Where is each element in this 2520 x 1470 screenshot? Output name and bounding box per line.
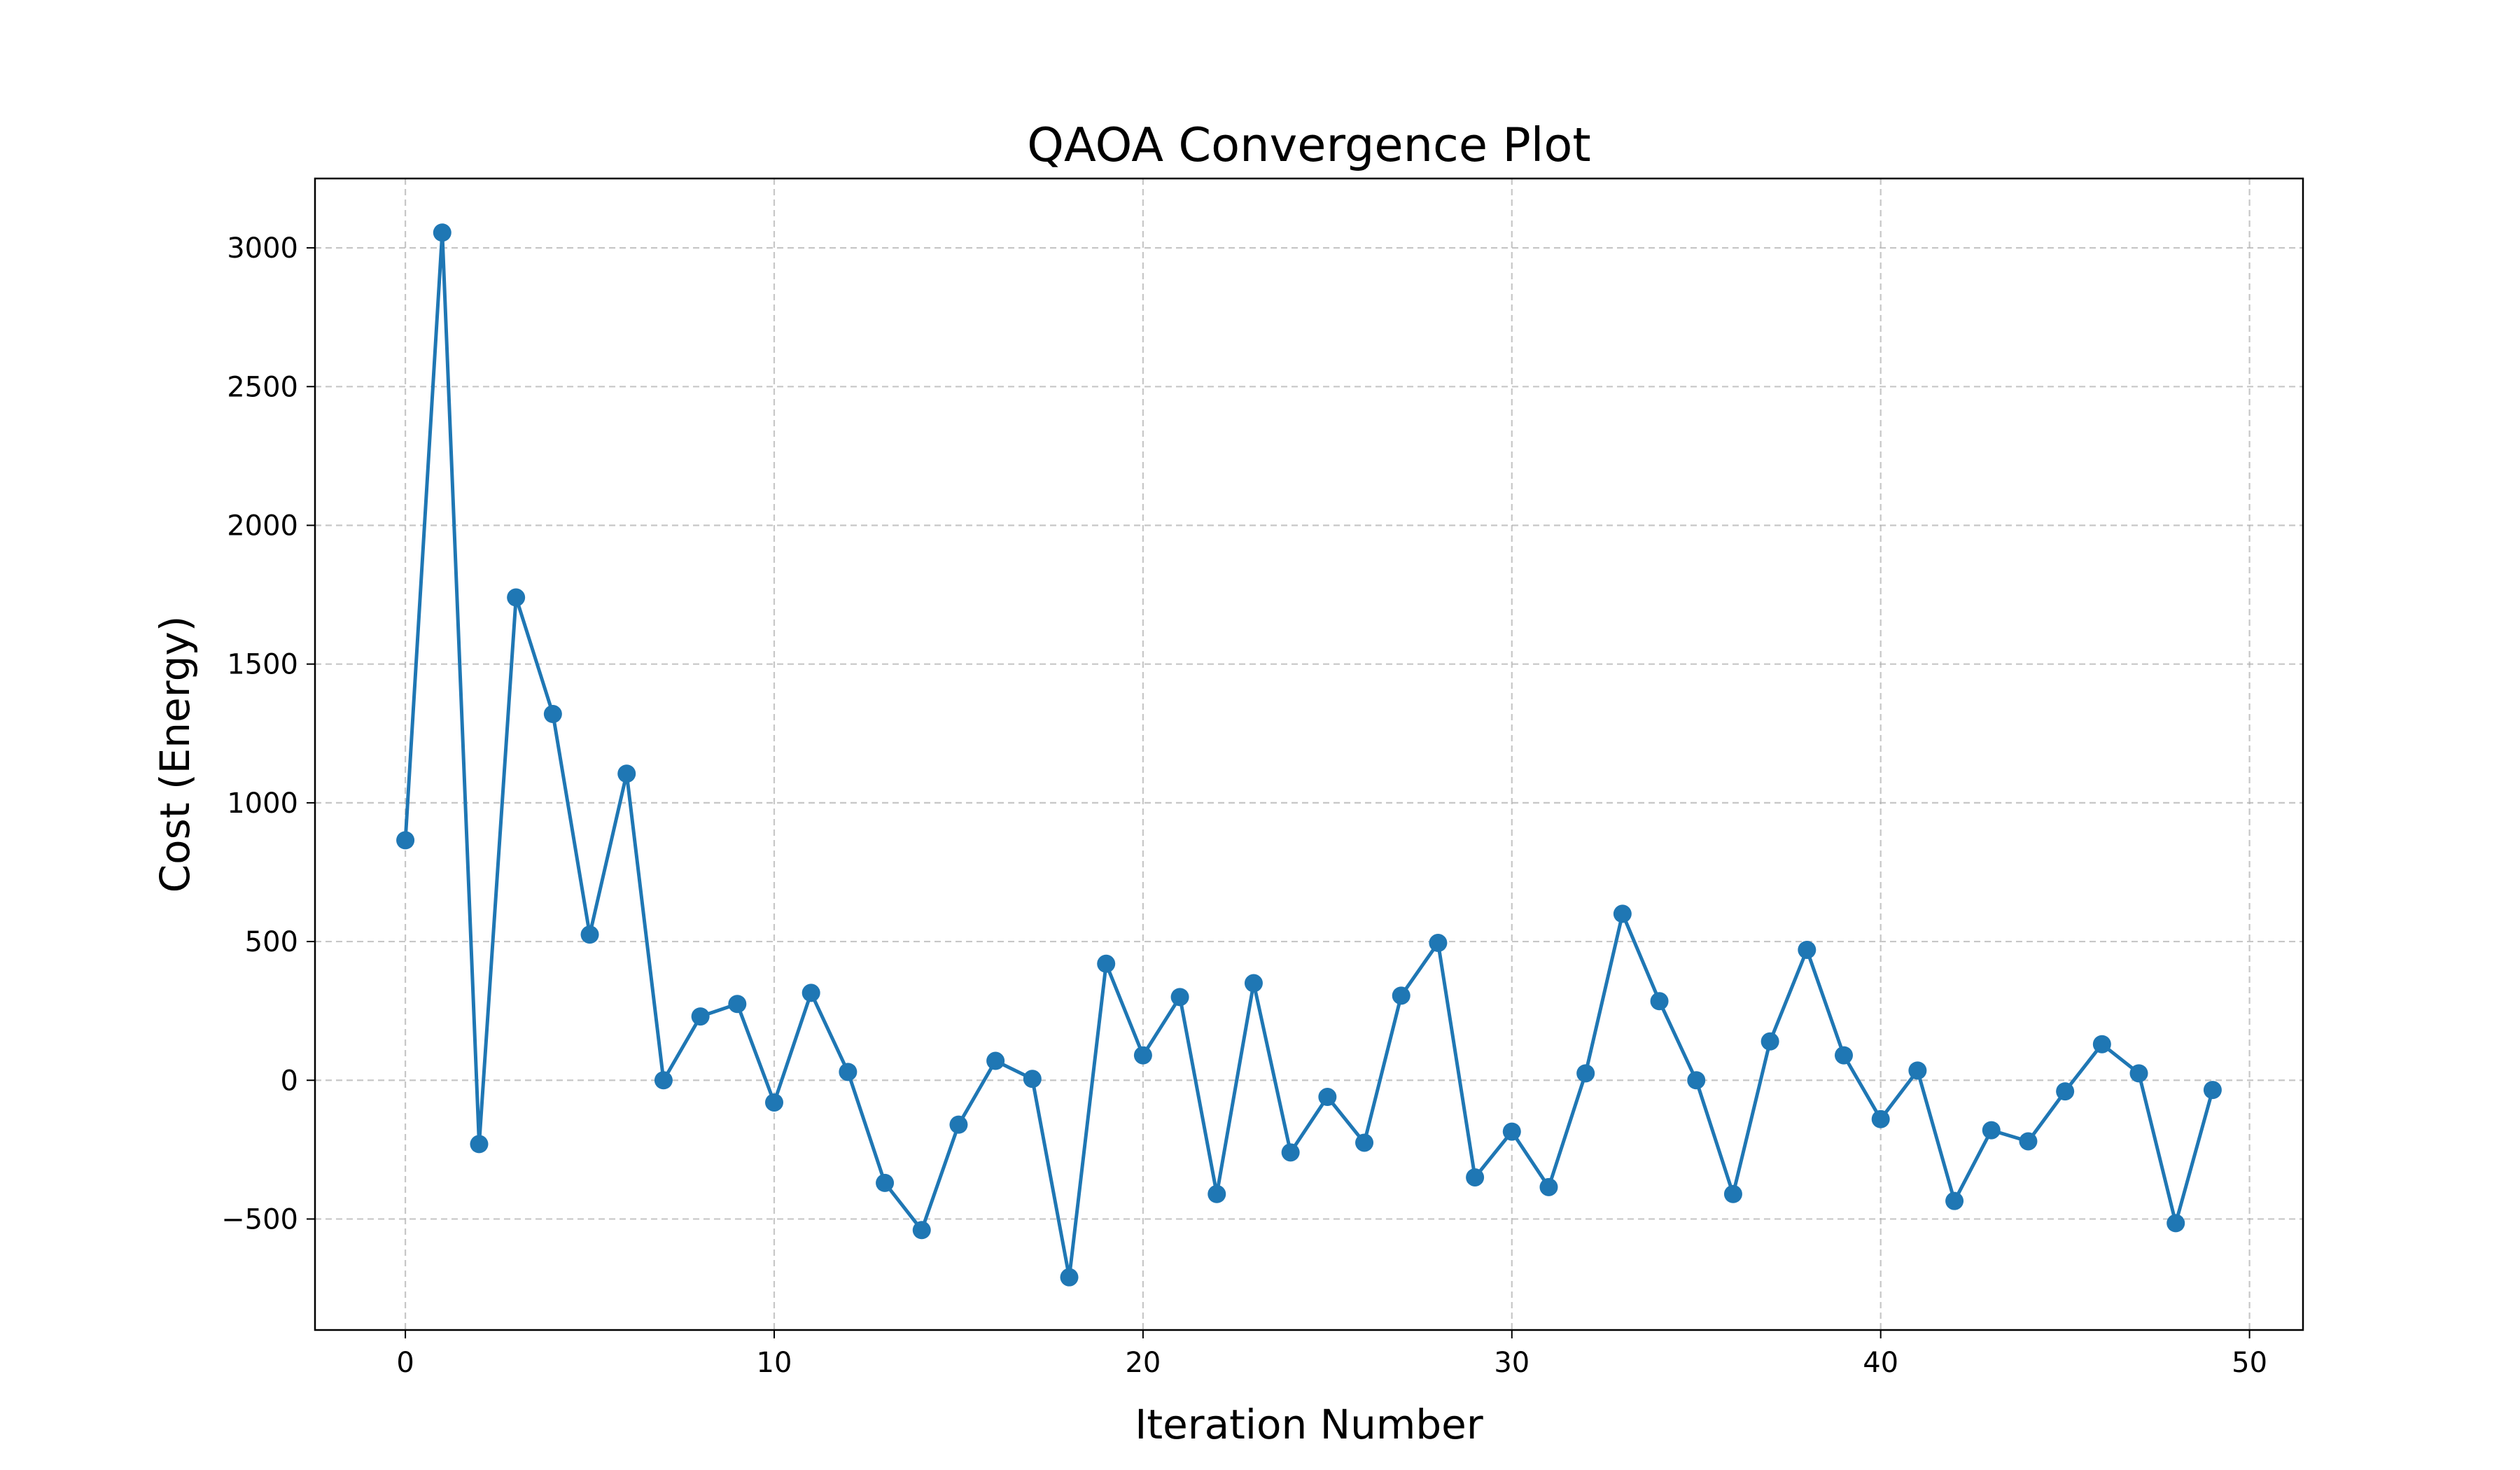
data-point xyxy=(728,995,747,1014)
data-point xyxy=(1429,934,1448,953)
y-tick-label: 0 xyxy=(281,1065,298,1097)
data-point xyxy=(507,588,526,607)
data-point xyxy=(986,1051,1005,1070)
y-tick-label: 1500 xyxy=(227,649,298,681)
y-tick-label: 3000 xyxy=(227,232,298,265)
x-tick-label: 30 xyxy=(1494,1347,1530,1379)
data-series xyxy=(396,223,2222,1287)
data-point xyxy=(876,1173,895,1192)
data-point xyxy=(1502,1122,1521,1141)
data-point xyxy=(1908,1061,1927,1080)
x-tick-label: 50 xyxy=(2232,1347,2267,1379)
data-point xyxy=(1539,1177,1558,1196)
data-point xyxy=(1208,1184,1226,1203)
data-point xyxy=(580,925,599,944)
data-point xyxy=(2166,1214,2185,1233)
x-tick-label: 0 xyxy=(396,1347,414,1379)
y-tick-label: 2500 xyxy=(227,371,298,403)
data-point xyxy=(1318,1088,1337,1107)
data-point xyxy=(802,983,820,1002)
axis-ticks: 0 10 20 30 40 50 −500 0 500 1000 1500 2000 2500 3000 xyxy=(221,232,2267,1379)
data-point xyxy=(1023,1070,1042,1088)
data-point xyxy=(1576,1064,1595,1083)
data-point xyxy=(1281,1143,1300,1162)
x-tick-label: 20 xyxy=(1125,1347,1161,1379)
data-point xyxy=(1760,1032,1779,1051)
data-point xyxy=(1723,1184,1742,1203)
data-point xyxy=(2092,1035,2111,1054)
data-point xyxy=(1945,1191,1964,1210)
data-point xyxy=(1097,954,1116,973)
chart-title: QAOA Convergence Plot xyxy=(1027,118,1590,172)
data-point xyxy=(691,1007,710,1026)
data-point xyxy=(2129,1064,2148,1083)
data-point xyxy=(1133,1046,1152,1065)
data-point xyxy=(433,223,451,242)
data-point xyxy=(396,831,415,850)
data-point xyxy=(1613,904,1632,923)
data-point xyxy=(1871,1110,1890,1128)
x-tick-label: 10 xyxy=(757,1347,792,1379)
data-point xyxy=(949,1115,968,1134)
data-point xyxy=(1170,988,1189,1007)
y-tick-label: 500 xyxy=(245,926,298,958)
data-point xyxy=(1466,1168,1485,1186)
data-point xyxy=(1392,986,1410,1005)
data-point xyxy=(617,764,636,783)
y-tick-label: 1000 xyxy=(227,788,298,820)
data-point xyxy=(839,1063,858,1082)
data-point xyxy=(1835,1046,1854,1065)
data-point xyxy=(1060,1268,1079,1287)
y-tick-label: 2000 xyxy=(227,510,298,542)
x-axis-label: Iteration Number xyxy=(1135,1401,1483,1448)
data-point xyxy=(1798,940,1816,959)
data-point xyxy=(2203,1081,2222,1100)
data-point xyxy=(1982,1121,2001,1140)
y-tick-label: −500 xyxy=(221,1203,298,1236)
plot-area-frame xyxy=(314,177,2304,1331)
grid-lines xyxy=(315,178,2303,1330)
data-point xyxy=(654,1071,673,1090)
data-point xyxy=(2019,1132,2038,1151)
data-point xyxy=(1355,1133,1374,1152)
data-point xyxy=(1687,1071,1706,1090)
data-point xyxy=(764,1093,783,1112)
data-point xyxy=(912,1221,931,1240)
y-axis-label: Cost (Energy) xyxy=(151,616,199,893)
data-point xyxy=(543,705,562,724)
data-point xyxy=(1650,992,1669,1011)
data-point xyxy=(1244,974,1263,993)
x-tick-label: 40 xyxy=(1863,1347,1898,1379)
data-point xyxy=(470,1135,489,1154)
data-point xyxy=(2056,1082,2075,1101)
